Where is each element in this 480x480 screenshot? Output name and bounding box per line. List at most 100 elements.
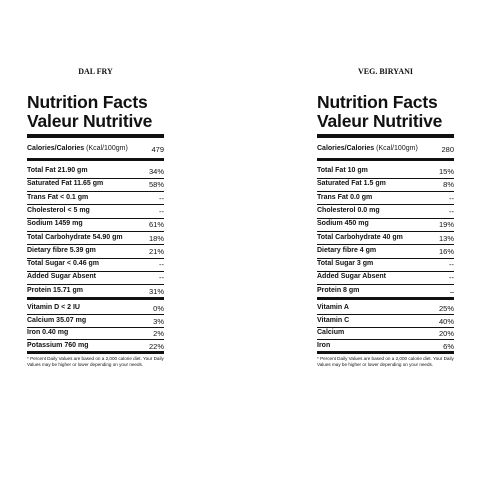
thin-rule xyxy=(317,314,454,315)
daily-value: 22% xyxy=(148,341,164,351)
daily-value: -- xyxy=(449,260,454,270)
daily-value: 6% xyxy=(443,341,454,351)
thin-rule xyxy=(317,270,454,272)
daily-value: -- xyxy=(449,273,454,283)
nutrient: Vitamin D < 2 IU xyxy=(27,304,80,311)
nutrient: Vitamin A xyxy=(317,304,349,311)
daily-value: 61% xyxy=(148,220,164,230)
daily-value: -- xyxy=(449,206,454,216)
daily-value: – xyxy=(449,286,454,296)
calories-unit: (Kcal/100gm) xyxy=(374,145,418,152)
thin-rule xyxy=(317,284,454,285)
thin-rule xyxy=(27,217,164,219)
nutrient: Added Sugar Absent xyxy=(317,273,386,281)
thin-rule xyxy=(317,257,454,259)
nutrient: Saturated Fat 1.5 gm xyxy=(317,180,386,188)
thin-rule xyxy=(27,284,164,285)
nutrient: Vitamin C xyxy=(317,316,350,324)
nutrient: Cholesterol 0.0 mg xyxy=(317,206,380,214)
product-name: VEG. BIRYANI xyxy=(358,67,413,76)
nutrient: Total Fat 21.90 gm xyxy=(27,167,88,174)
thin-rule xyxy=(27,204,164,205)
daily-value: 3% xyxy=(153,316,164,326)
daily-value: 20% xyxy=(438,329,454,338)
calories-value: 479 xyxy=(151,145,164,154)
title: Nutrition Facts xyxy=(317,92,438,112)
thin-rule xyxy=(317,177,454,179)
nutrient: Total Sugar < 0.46 gm xyxy=(27,260,100,268)
thin-rule xyxy=(317,231,454,232)
nutrient: Total Carbohydrate 40 gm xyxy=(317,233,403,241)
nutrient: Potassium 760 mg xyxy=(27,341,89,349)
nutrient: Dietary fibre 4 gm xyxy=(317,246,377,254)
thick-rule xyxy=(317,351,454,354)
thin-rule xyxy=(317,339,454,340)
nutrient: Iron xyxy=(317,341,331,349)
thin-rule xyxy=(27,270,164,272)
thin-rule xyxy=(317,217,454,219)
thin-rule xyxy=(317,204,454,205)
daily-value: -- xyxy=(159,193,164,203)
thin-rule xyxy=(317,326,454,328)
thin-rule xyxy=(27,177,164,179)
calories-label: Calories/Calories (Kcal/100gm) xyxy=(317,145,418,152)
title: Valeur Nutritive xyxy=(317,111,443,131)
daily-value: 8% xyxy=(443,180,454,190)
thick-rule xyxy=(317,297,454,300)
nutrient: Cholesterol < 5 mg xyxy=(27,206,90,214)
title: Valeur Nutritive xyxy=(27,111,153,131)
title: Nutrition Facts xyxy=(27,92,148,112)
daily-value: 21% xyxy=(148,246,164,256)
nutrient: Total Fat 10 gm xyxy=(317,167,368,174)
thick-rule xyxy=(27,134,164,138)
daily-value: 2% xyxy=(153,329,164,338)
nutrient: Calcium 35.07 mg xyxy=(27,316,87,324)
thick-rule xyxy=(317,158,454,161)
daily-value: 31% xyxy=(148,286,164,296)
thin-rule xyxy=(27,257,164,259)
thin-rule xyxy=(27,339,164,340)
daily-value: 58% xyxy=(148,180,164,190)
daily-value: -- xyxy=(449,193,454,203)
thin-rule xyxy=(317,191,454,192)
nutrient: Protein 8 gm xyxy=(317,286,360,294)
daily-value: -- xyxy=(159,260,164,270)
nutrient: Total Carbohydrate 54.90 gm xyxy=(27,233,123,241)
thin-rule xyxy=(27,231,164,232)
daily-value: 40% xyxy=(438,316,454,326)
daily-value: 0% xyxy=(153,304,164,313)
thin-rule xyxy=(317,244,454,245)
nutrient: Calcium xyxy=(317,329,345,336)
daily-value: 15% xyxy=(438,167,454,176)
nutrient: Trans Fat 0.0 gm xyxy=(317,193,373,201)
thin-rule xyxy=(27,326,164,328)
nutrient: Sodium 1459 mg xyxy=(27,220,83,228)
daily-value: 34% xyxy=(148,167,164,176)
daily-value: 13% xyxy=(438,233,454,243)
thick-rule xyxy=(27,351,164,354)
thin-rule xyxy=(27,244,164,245)
calories-value: 280 xyxy=(441,145,454,154)
product-name: DAL FRY xyxy=(78,67,113,76)
footnote: * Percent Daily Values are based on a 2,… xyxy=(27,356,164,367)
nutrient: Trans Fat < 0.1 gm xyxy=(27,193,89,201)
daily-value: -- xyxy=(159,273,164,283)
daily-value: 25% xyxy=(438,304,454,313)
nutrient: Dietary fibre 5.39 gm xyxy=(27,246,96,254)
daily-value: 18% xyxy=(148,233,164,243)
nutrient: Total Sugar 3 gm xyxy=(317,260,374,268)
calories-unit: (Kcal/100gm) xyxy=(84,145,128,152)
daily-value: -- xyxy=(159,206,164,216)
daily-value: 16% xyxy=(438,246,454,256)
thin-rule xyxy=(27,314,164,315)
thick-rule xyxy=(27,297,164,300)
nutrient: Protein 15.71 gm xyxy=(27,286,84,294)
nutrient: Iron 0.40 mg xyxy=(27,329,69,336)
thick-rule xyxy=(317,134,454,138)
nutrient: Saturated Fat 11.65 gm xyxy=(27,180,104,188)
thin-rule xyxy=(27,191,164,192)
footnote: * Percent Daily Values are based on a 2,… xyxy=(317,356,454,367)
nutrient: Added Sugar Absent xyxy=(27,273,96,281)
daily-value: 19% xyxy=(438,220,454,230)
